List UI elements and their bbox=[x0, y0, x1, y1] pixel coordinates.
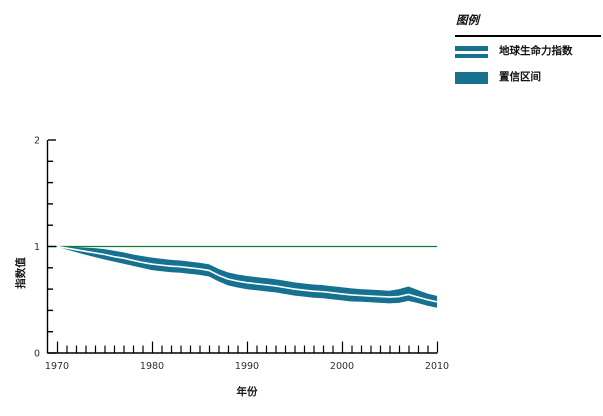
y-ticks bbox=[48, 139, 56, 354]
confidence-band-swatch-icon bbox=[455, 72, 488, 84]
x-tick-label: 2010 bbox=[425, 361, 449, 372]
y-axis-title: 指数值 bbox=[14, 257, 27, 289]
legend-item-lpi: 地球生命力指数 bbox=[455, 46, 601, 58]
lpi-line-swatch-icon bbox=[455, 46, 488, 58]
lpi-line bbox=[56, 245, 438, 303]
legend-title: 图例 bbox=[456, 13, 479, 27]
x-axis-title: 年份 bbox=[237, 385, 258, 398]
x-ticks bbox=[56, 341, 439, 353]
confidence-band bbox=[57, 246, 437, 308]
legend-item-ci: 置信区间 bbox=[455, 72, 601, 84]
x-tick-label: 1990 bbox=[235, 361, 259, 372]
legend-label-lpi: 地球生命力指数 bbox=[499, 45, 573, 58]
legend-divider bbox=[455, 35, 601, 37]
legend-box: 图例 地球生命力指数 置信区间 bbox=[455, 12, 601, 98]
y-tick-labels: 0 1 2 bbox=[34, 136, 40, 360]
x-tick-label: 1970 bbox=[45, 361, 69, 372]
y-tick-label: 1 bbox=[34, 242, 40, 253]
legend-label-ci: 置信区间 bbox=[499, 71, 541, 84]
x-tick-label: 2000 bbox=[330, 361, 354, 372]
y-tick-label: 2 bbox=[34, 136, 40, 147]
x-tick-label: 1980 bbox=[140, 361, 164, 372]
y-tick-label: 0 bbox=[34, 349, 40, 360]
x-tick-labels: 1970 1980 1990 2000 2010 bbox=[45, 361, 449, 372]
